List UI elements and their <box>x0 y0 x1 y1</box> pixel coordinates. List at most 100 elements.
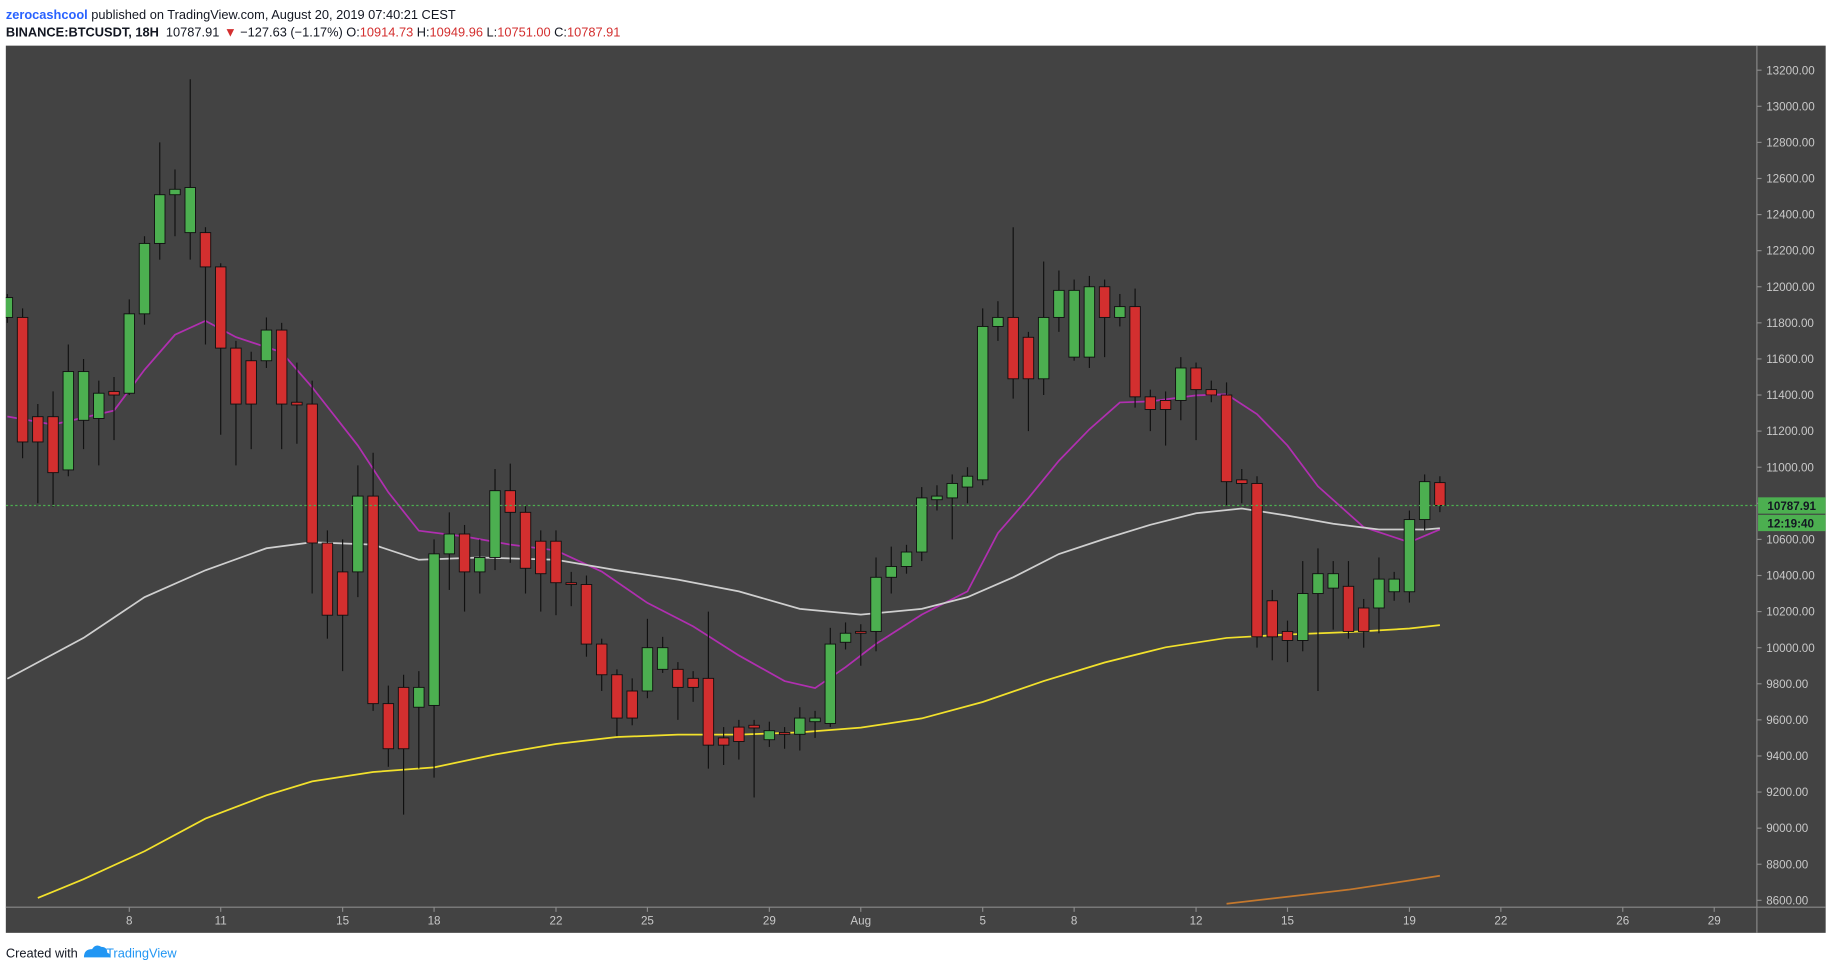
candle-body <box>504 490 516 513</box>
candle-body <box>352 495 364 573</box>
x-tick-label: 15 <box>1281 915 1294 928</box>
y-tick-label: 10000.00 <box>1766 642 1815 655</box>
candle-body <box>961 475 974 488</box>
candle-body <box>1098 286 1111 318</box>
candle-body <box>1266 600 1278 638</box>
price: 10787.91 <box>166 24 219 39</box>
moving-average <box>1226 874 1441 905</box>
y-tick-label: 13000.00 <box>1766 100 1815 113</box>
y-tick-label: 12400.00 <box>1766 209 1815 222</box>
candle-body <box>931 495 943 501</box>
candle-body <box>1190 367 1202 391</box>
ohlc-value: 10787.91 <box>567 24 620 39</box>
symbol: BINANCE:BTCUSDT, 18H <box>6 24 159 39</box>
ohlc-label: L: <box>487 24 498 39</box>
brand[interactable]: TradingView <box>106 945 177 960</box>
candle-body <box>1403 519 1416 593</box>
change: −127.63 (−1.17%) <box>240 24 343 39</box>
candle-body <box>748 724 760 729</box>
header-line-1: zerocashcool published on TradingView.co… <box>6 7 456 22</box>
candle-body <box>1114 306 1126 318</box>
countdown-label: 12:19:40 <box>1767 518 1814 531</box>
moving-average <box>6 507 1440 680</box>
candle-body <box>702 677 715 746</box>
y-tick-label: 11800.00 <box>1766 317 1814 330</box>
last-price-label: 10787.91 <box>1767 500 1816 513</box>
candle-body <box>275 329 288 405</box>
ohlc-value: 10949.96 <box>430 24 483 39</box>
candle-body <box>1236 479 1248 484</box>
candle-body <box>1068 289 1080 358</box>
y-tick-label: 11200.00 <box>1766 425 1814 438</box>
x-tick-label: 19 <box>1403 915 1416 928</box>
x-tick-label: 12 <box>1190 915 1203 928</box>
candle-body <box>626 690 638 719</box>
ohlc-value: 10751.00 <box>497 24 550 39</box>
candle-body <box>1083 286 1096 358</box>
candle-body <box>580 584 593 645</box>
candle-body <box>1175 367 1187 401</box>
candle-body <box>1312 573 1324 595</box>
candle-body <box>946 482 958 499</box>
y-tick-label: 11600.00 <box>1766 353 1814 366</box>
y-tick-label: 8600.00 <box>1766 894 1809 907</box>
candle-body <box>717 737 730 746</box>
candle-body <box>1388 578 1400 593</box>
x-tick-label: 5 <box>979 915 985 928</box>
plot <box>5 79 1757 905</box>
candle-body <box>5 297 14 318</box>
candle-body <box>199 232 212 268</box>
candle-body <box>763 730 776 741</box>
candle-body <box>291 401 303 406</box>
candle-body <box>367 495 379 705</box>
author[interactable]: zerocashcool <box>6 7 88 22</box>
x-tick-label: 8 <box>126 915 132 928</box>
x-tick-label: 22 <box>550 915 563 928</box>
brand-logo[interactable]: TradingView <box>83 945 177 960</box>
candle-body <box>397 686 410 750</box>
candle-body <box>214 266 227 349</box>
candle-body <box>809 717 821 723</box>
candle-body <box>992 316 1004 327</box>
x-tick-label: Aug <box>850 915 871 928</box>
candle-body <box>519 511 532 569</box>
footer-created: Created with <box>6 945 78 960</box>
candle-body <box>169 188 181 196</box>
candle-body <box>154 194 166 244</box>
y-tick-label: 12200.00 <box>1766 245 1815 258</box>
candle-body <box>611 674 623 719</box>
header-line-2: BINANCE:BTCUSDT, 18H 10787.91 ▼ −127.63 (−1… <box>6 24 621 39</box>
candle-body <box>550 540 562 584</box>
candle-body <box>458 533 471 573</box>
y-tick-label: 11000.00 <box>1766 461 1814 474</box>
axes: 8600.00 8800.00 9000.00 9200.00 9400.00 9600.… <box>126 64 1826 928</box>
y-tick-label: 9000.00 <box>1766 822 1809 835</box>
candle-body <box>321 542 334 616</box>
last-price-tag <box>1758 497 1826 514</box>
candle-body <box>184 187 196 234</box>
y-tick-label: 12600.00 <box>1766 173 1815 186</box>
x-tick-label: 25 <box>641 915 654 928</box>
candle-body <box>976 325 989 481</box>
candle-body <box>1434 482 1446 506</box>
candle-body <box>1357 607 1370 632</box>
candle-body <box>1037 316 1050 380</box>
y-tick-label: 9600.00 <box>1766 714 1809 727</box>
logo-icon[interactable] <box>83 945 110 958</box>
y-tick-label: 10400.00 <box>1766 570 1815 583</box>
published: published on TradingView.com, August 20,… <box>88 7 456 22</box>
y-tick-label: 9200.00 <box>1766 786 1809 799</box>
candle-body <box>489 490 501 558</box>
candle-body <box>839 632 852 643</box>
candle-body <box>413 686 425 708</box>
candle-body <box>641 647 654 692</box>
candle-body <box>656 647 669 670</box>
ohlc-value: 10914.73 <box>360 24 413 39</box>
candle-body <box>778 732 791 735</box>
candle-body <box>47 416 59 474</box>
candle-body <box>595 643 608 676</box>
candle-body <box>62 371 75 471</box>
candle-body <box>443 533 456 555</box>
candle-body <box>1007 316 1019 380</box>
